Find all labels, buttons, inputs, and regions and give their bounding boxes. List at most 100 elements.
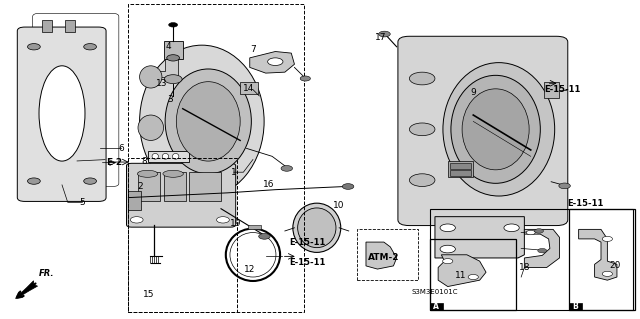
Circle shape [602,236,612,241]
Ellipse shape [165,69,252,174]
Text: E-15-11: E-15-11 [289,238,325,247]
Circle shape [28,178,40,184]
Bar [240,82,258,94]
Circle shape [440,224,456,232]
Bar [129,191,141,210]
Circle shape [84,178,97,184]
Ellipse shape [39,66,85,161]
Text: 1: 1 [231,168,237,177]
Text: ATM-2: ATM-2 [368,254,399,263]
Text: 13: 13 [156,79,168,88]
Ellipse shape [138,115,164,140]
Text: 8: 8 [141,157,147,166]
Circle shape [379,31,390,37]
Ellipse shape [140,66,162,88]
Ellipse shape [293,203,340,252]
Polygon shape [438,255,486,286]
Ellipse shape [298,208,336,248]
Text: 17: 17 [375,33,387,42]
Circle shape [410,123,435,136]
Bar [42,20,52,33]
Bar [189,172,221,201]
Circle shape [526,230,535,235]
Text: E-2: E-2 [106,158,122,167]
Text: 19: 19 [230,219,241,227]
Bar [448,161,473,177]
FancyBboxPatch shape [127,163,236,227]
Ellipse shape [443,63,555,196]
Bar [129,4,304,312]
Text: 4: 4 [166,42,172,51]
Bar [148,151,189,162]
Ellipse shape [173,153,179,159]
Text: 18: 18 [518,263,530,272]
Circle shape [559,183,570,189]
Polygon shape [435,217,524,258]
Text: E-15-11: E-15-11 [545,85,581,94]
Text: 6: 6 [118,144,124,153]
Ellipse shape [451,75,540,183]
Ellipse shape [163,153,169,159]
Bar [65,20,75,33]
Circle shape [169,23,177,27]
Circle shape [538,249,547,253]
Circle shape [268,58,283,65]
Bar [451,170,470,176]
Text: E-15-11: E-15-11 [289,258,325,267]
Text: A: A [433,302,439,311]
Bar [164,172,186,201]
Bar [357,229,418,280]
Ellipse shape [152,153,159,159]
Text: S3M3E0101C: S3M3E0101C [412,289,458,295]
Text: 20: 20 [609,261,621,271]
Bar [569,303,582,310]
Circle shape [131,217,143,223]
Circle shape [28,44,40,50]
Ellipse shape [462,89,529,170]
Text: 7: 7 [250,45,256,55]
Text: 14: 14 [243,84,254,93]
Ellipse shape [163,170,183,177]
Text: B: B [573,302,579,311]
FancyBboxPatch shape [17,27,106,201]
Text: 3: 3 [167,95,173,104]
Bar [164,41,182,59]
Circle shape [281,166,292,171]
Text: 15: 15 [143,290,155,299]
Text: FR.: FR. [39,269,54,278]
Bar [543,82,559,98]
Polygon shape [524,229,559,268]
Circle shape [167,55,179,61]
Circle shape [410,174,435,187]
Text: 9: 9 [470,88,476,97]
Text: 5: 5 [79,198,85,207]
Circle shape [164,75,182,84]
Bar [248,225,261,229]
Bar [138,172,161,201]
Circle shape [534,229,543,233]
Bar [430,209,633,310]
Text: E-15-11: E-15-11 [567,199,604,208]
Bar [569,209,635,310]
Circle shape [410,72,435,85]
Text: 2: 2 [137,182,143,191]
Circle shape [259,234,270,239]
Text: 11: 11 [455,271,467,280]
Polygon shape [366,242,397,269]
Circle shape [443,259,453,264]
Ellipse shape [138,170,158,177]
Text: 12: 12 [244,264,255,274]
Polygon shape [159,59,178,77]
Circle shape [216,217,229,223]
Circle shape [300,76,310,81]
Text: 16: 16 [263,181,275,189]
Circle shape [342,184,354,189]
Circle shape [440,245,456,253]
Circle shape [504,224,519,232]
Bar [430,239,516,310]
Ellipse shape [176,82,240,161]
Polygon shape [250,51,294,73]
FancyBboxPatch shape [398,36,568,226]
Bar [430,303,443,310]
Polygon shape [579,229,617,280]
